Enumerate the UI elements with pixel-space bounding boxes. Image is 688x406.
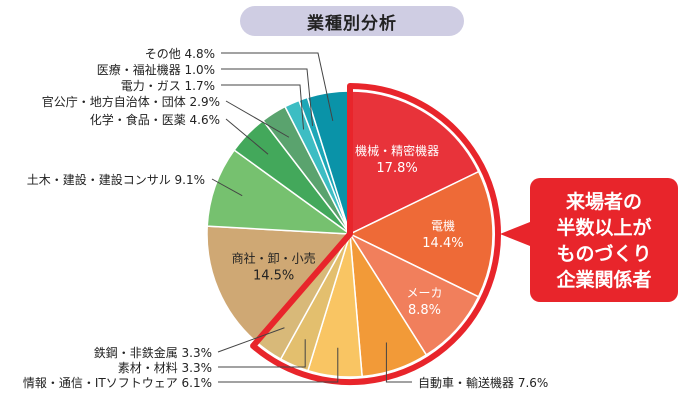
chart-title: 業種別分析 xyxy=(240,6,464,36)
callout-pointer xyxy=(500,222,530,246)
slice-label: 鉄鋼・非鉄金属 3.3% xyxy=(94,345,212,360)
highlight-outline xyxy=(250,83,501,385)
slice-label: その他 4.8% xyxy=(145,47,215,61)
leader-line xyxy=(221,68,314,126)
callout-line: 半数以上が xyxy=(556,216,651,239)
slice-label: 電力・ガス 1.7% xyxy=(121,79,215,93)
slice-label: 素材・材料 3.3% xyxy=(118,361,212,375)
slice-label: 化学・食品・医薬 4.6% xyxy=(90,112,220,127)
slice-label: メーカ xyxy=(407,286,443,300)
callout-line: ものづくり xyxy=(556,243,651,265)
slice-label: 機械・精密機器 xyxy=(355,143,439,158)
leader-line xyxy=(211,178,243,197)
pie-slice xyxy=(349,90,480,236)
leader-line xyxy=(221,84,305,130)
callout-line: 企業関係者 xyxy=(555,268,651,291)
pie-slice xyxy=(206,149,353,235)
callout-line: 来場者の xyxy=(566,191,642,213)
leader-line xyxy=(225,118,269,155)
slice-value: 8.8% xyxy=(408,303,441,318)
slice-label: 土木・建設・建設コンサル 9.1% xyxy=(27,172,205,187)
pie-slice xyxy=(206,225,352,344)
slice-label: 情報・通信・ITソフトウェア 6.1% xyxy=(23,376,212,390)
slice-label: 商社・卸・小売 xyxy=(232,250,316,265)
pie-slices xyxy=(206,90,494,378)
leader-line xyxy=(218,347,339,383)
leader-line xyxy=(225,100,290,138)
leader-line xyxy=(218,339,306,368)
slice-value: 14.4% xyxy=(422,236,463,251)
slice-value: 14.5% xyxy=(253,268,294,283)
slice-label: 自動車・輸送機器 7.6% xyxy=(418,375,548,390)
slice-label: 電機 xyxy=(431,218,455,233)
pie-slice xyxy=(348,170,494,298)
leader-line xyxy=(221,52,334,122)
slice-value: 17.8% xyxy=(376,161,417,176)
leader-line xyxy=(385,342,412,383)
slice-label: 官公庁・地方自治体・団体 2.9% xyxy=(42,94,220,109)
leader-line xyxy=(217,327,285,353)
callout-box xyxy=(530,178,678,302)
slice-label: 医療・福祉機器 1.0% xyxy=(97,62,215,77)
